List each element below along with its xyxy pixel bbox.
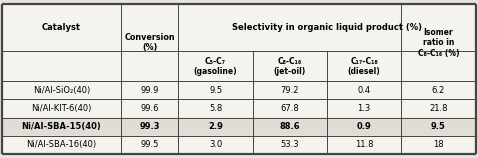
Bar [2, 99, 476, 118]
Text: C₈-C₁₆
(jet-oil): C₈-C₁₆ (jet-oil) [274, 57, 306, 76]
Text: 9.5: 9.5 [209, 86, 222, 95]
Text: Conversion
(%): Conversion (%) [124, 33, 175, 52]
Text: 6.2: 6.2 [432, 86, 445, 95]
Text: 99.9: 99.9 [141, 86, 159, 95]
Text: C₁₇-C₁₈
(diesel): C₁₇-C₁₈ (diesel) [348, 57, 380, 76]
Text: Ni/Al-KIT-6(40): Ni/Al-KIT-6(40) [32, 104, 92, 113]
Text: Ni/Al-SiO₂(40): Ni/Al-SiO₂(40) [33, 86, 90, 95]
Text: 99.6: 99.6 [141, 104, 159, 113]
Text: 9.5: 9.5 [431, 122, 446, 131]
Text: Catalyst: Catalyst [42, 23, 81, 32]
Text: 18: 18 [433, 140, 444, 149]
Text: 99.3: 99.3 [139, 122, 160, 131]
Bar [2, 118, 476, 136]
Text: 2.9: 2.9 [208, 122, 223, 131]
Text: 11.8: 11.8 [355, 140, 373, 149]
Bar [2, 136, 476, 154]
Text: Ni/Al-SBA-16(40): Ni/Al-SBA-16(40) [26, 140, 97, 149]
Text: 79.2: 79.2 [281, 86, 299, 95]
Text: Ni/Al-SBA-15(40): Ni/Al-SBA-15(40) [22, 122, 101, 131]
Text: Isomer
ratio in
C₈-C₁₆ (%): Isomer ratio in C₈-C₁₆ (%) [418, 28, 459, 58]
Text: 53.3: 53.3 [281, 140, 299, 149]
Text: 1.3: 1.3 [358, 104, 371, 113]
Bar [2, 4, 476, 51]
Text: 21.8: 21.8 [429, 104, 448, 113]
Text: Selectivity in organic liquid product (%): Selectivity in organic liquid product (%… [232, 23, 422, 32]
Text: 5.8: 5.8 [209, 104, 222, 113]
Text: 67.8: 67.8 [281, 104, 299, 113]
Text: 0.9: 0.9 [357, 122, 371, 131]
Text: 0.4: 0.4 [358, 86, 371, 95]
Text: 88.6: 88.6 [280, 122, 300, 131]
Text: 3.0: 3.0 [209, 140, 222, 149]
Text: 99.5: 99.5 [141, 140, 159, 149]
Bar [2, 81, 476, 99]
Text: C₅-C₇
(gasoline): C₅-C₇ (gasoline) [194, 57, 238, 76]
Bar [2, 51, 476, 81]
